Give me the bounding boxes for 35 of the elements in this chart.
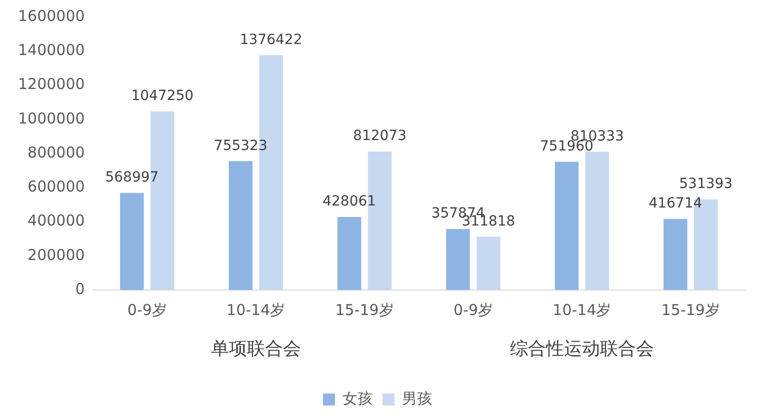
data-label: 428061	[322, 194, 376, 210]
data-label: 812073	[353, 128, 406, 144]
y-tick-label: 1000000	[18, 109, 85, 128]
y-tick-label: 1400000	[18, 41, 85, 60]
x-tick-label: 0-9岁	[454, 300, 493, 319]
bar	[228, 161, 253, 290]
y-tick-label: 0	[75, 280, 85, 298]
data-label: 1047250	[131, 88, 194, 104]
y-tick-label: 600000	[28, 178, 85, 196]
legend-label: 男孩	[402, 389, 432, 408]
bar	[120, 192, 144, 290]
y-tick-label: 1200000	[18, 75, 85, 94]
data-label: 416714	[648, 196, 702, 212]
x-tick-label: 10-14岁	[226, 300, 286, 319]
y-tick-label: 800000	[28, 143, 85, 162]
y-tick-label: 200000	[28, 246, 85, 264]
text: 单项联合会	[210, 338, 301, 360]
y-tick-label: 1600000	[18, 6, 85, 25]
data-label: 568997	[105, 170, 159, 186]
data-label: 1376422	[240, 32, 302, 48]
x-tick-label: 15-19岁	[335, 300, 394, 319]
data-label: 531393	[679, 176, 733, 192]
text: 综合性运动联合会	[510, 338, 654, 360]
x-tick-label: 15-19岁	[661, 300, 720, 319]
y-tick-label: 400000	[28, 212, 85, 230]
bar	[446, 228, 470, 290]
bar	[585, 152, 610, 290]
bar	[664, 218, 688, 290]
bar	[476, 236, 500, 290]
legend-label: 女孩	[342, 389, 372, 408]
bar	[554, 162, 579, 290]
data-label: 755323	[214, 138, 268, 154]
bar	[337, 216, 362, 290]
x-tick-label: 0-9岁	[127, 300, 167, 319]
x-tick-label: 10-14岁	[552, 300, 612, 319]
